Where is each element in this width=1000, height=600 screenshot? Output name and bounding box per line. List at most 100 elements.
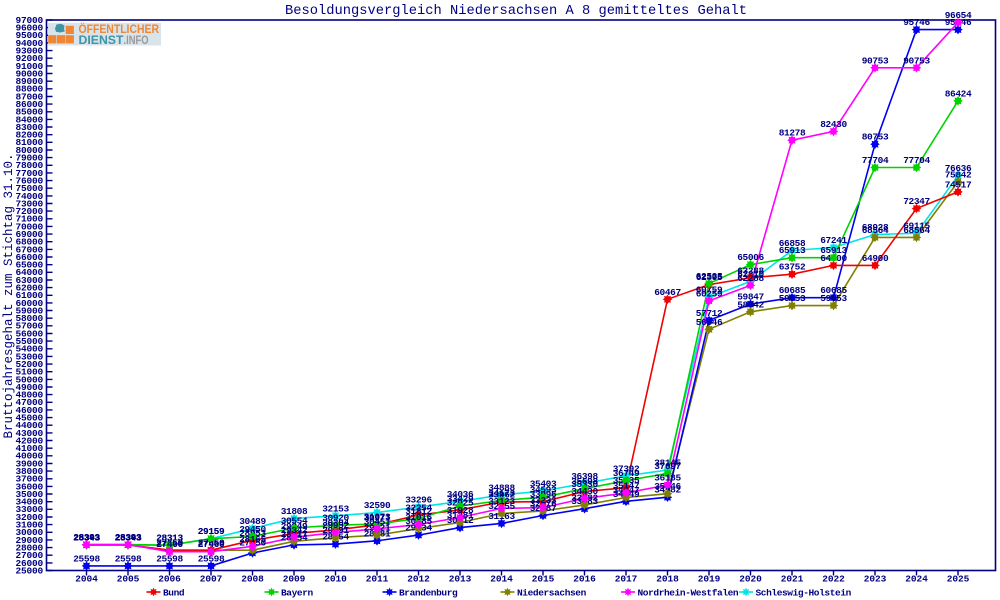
svg-text:96654: 96654: [945, 10, 972, 21]
svg-text:62395: 62395: [696, 272, 723, 283]
svg-text:76000: 76000: [15, 176, 43, 187]
svg-text:36000: 36000: [15, 481, 43, 492]
svg-text:65000: 65000: [15, 260, 43, 271]
svg-text:28165: 28165: [239, 534, 266, 545]
svg-text:34888: 34888: [488, 482, 515, 493]
svg-text:63288: 63288: [737, 265, 764, 276]
svg-text:63000: 63000: [15, 275, 43, 286]
svg-text:2004: 2004: [75, 574, 98, 585]
svg-text:34430: 34430: [571, 486, 598, 497]
svg-text:69000: 69000: [15, 229, 43, 240]
svg-text:Brandenburg: Brandenburg: [399, 588, 458, 599]
svg-text:95746: 95746: [903, 17, 930, 28]
svg-text:33429: 33429: [447, 494, 474, 505]
svg-text:36185: 36185: [654, 473, 681, 484]
svg-text:81278: 81278: [779, 128, 806, 139]
svg-text:2025: 2025: [947, 574, 970, 585]
svg-text:28393: 28393: [115, 532, 142, 543]
svg-text:35698: 35698: [571, 476, 598, 487]
svg-text:52000: 52000: [15, 359, 43, 370]
svg-text:28313: 28313: [156, 533, 183, 544]
svg-text:34036: 34036: [447, 489, 474, 500]
svg-text:25598: 25598: [156, 553, 183, 564]
svg-text:86424: 86424: [945, 88, 972, 99]
svg-text:60467: 60467: [654, 287, 681, 298]
svg-text:2018: 2018: [656, 574, 679, 585]
svg-text:37697: 37697: [654, 461, 681, 472]
svg-text:60685: 60685: [779, 285, 806, 296]
svg-text:53000: 53000: [15, 351, 43, 362]
svg-text:Besoldungsvergleich Niedersach: Besoldungsvergleich Niedersachsen A 8 ge…: [285, 3, 747, 19]
svg-text:62288: 62288: [737, 273, 764, 284]
svg-text:37392: 37392: [613, 463, 640, 474]
svg-text:2020: 2020: [739, 574, 762, 585]
svg-text:32000: 32000: [15, 512, 43, 523]
svg-text:91000: 91000: [15, 61, 43, 72]
svg-text:25598: 25598: [73, 553, 100, 564]
svg-text:77704: 77704: [903, 155, 930, 166]
svg-text:29159: 29159: [198, 526, 225, 537]
svg-text:94000: 94000: [15, 38, 43, 49]
svg-text:66858: 66858: [779, 238, 806, 249]
svg-text:60000: 60000: [15, 298, 43, 309]
svg-text:71000: 71000: [15, 214, 43, 225]
svg-text:34593: 34593: [530, 485, 557, 496]
svg-text:67241: 67241: [820, 235, 847, 246]
svg-text:90753: 90753: [903, 55, 930, 66]
svg-text:2006: 2006: [158, 574, 181, 585]
svg-text:28343: 28343: [115, 532, 142, 543]
svg-text:25598: 25598: [115, 553, 142, 564]
svg-text:75842: 75842: [945, 169, 972, 180]
svg-text:88000: 88000: [15, 84, 43, 95]
svg-text:59847: 59847: [737, 292, 764, 303]
svg-text:82000: 82000: [15, 130, 43, 141]
svg-text:2014: 2014: [490, 574, 513, 585]
svg-text:29952: 29952: [322, 520, 349, 531]
svg-text:44000: 44000: [15, 420, 43, 431]
svg-text:Bruttojahresgehalt zum Stichta: Bruttojahresgehalt zum Stichtag 31.10.: [2, 153, 16, 438]
svg-text:96000: 96000: [15, 23, 43, 34]
svg-text:80753: 80753: [862, 132, 889, 143]
svg-text:68928: 68928: [862, 222, 889, 233]
svg-text:55000: 55000: [15, 336, 43, 347]
svg-text:.INFO: .INFO: [124, 33, 149, 47]
svg-text:42000: 42000: [15, 435, 43, 446]
svg-text:Bund: Bund: [163, 588, 185, 599]
svg-text:60259: 60259: [696, 288, 723, 299]
svg-text:92000: 92000: [15, 53, 43, 64]
svg-text:28343: 28343: [115, 532, 142, 543]
svg-text:60759: 60759: [696, 285, 723, 296]
svg-text:27000: 27000: [15, 550, 43, 561]
svg-text:59000: 59000: [15, 305, 43, 316]
svg-text:84000: 84000: [15, 114, 43, 125]
svg-text:25598: 25598: [198, 553, 225, 564]
svg-text:33233: 33233: [530, 495, 557, 506]
svg-text:30554: 30554: [281, 516, 308, 527]
svg-text:65913: 65913: [820, 245, 847, 256]
svg-text:74517: 74517: [945, 179, 972, 190]
svg-text:36398: 36398: [571, 471, 598, 482]
svg-text:51000: 51000: [15, 367, 43, 378]
svg-text:64000: 64000: [15, 267, 43, 278]
svg-text:47000: 47000: [15, 397, 43, 408]
svg-text:62000: 62000: [15, 283, 43, 294]
svg-text:33123: 33123: [488, 496, 515, 507]
svg-text:90000: 90000: [15, 68, 43, 79]
svg-text:32153: 32153: [322, 503, 349, 514]
svg-text:29159: 29159: [198, 526, 225, 537]
svg-text:63752: 63752: [779, 262, 806, 273]
svg-text:28343: 28343: [73, 532, 100, 543]
svg-text:33962: 33962: [488, 490, 515, 501]
svg-text:35000: 35000: [15, 489, 43, 500]
svg-text:58842: 58842: [737, 299, 764, 310]
svg-text:28393: 28393: [115, 532, 142, 543]
svg-text:2022: 2022: [822, 574, 845, 585]
svg-text:2011: 2011: [366, 574, 389, 585]
svg-text:41000: 41000: [15, 443, 43, 454]
svg-text:30920: 30920: [322, 513, 349, 524]
svg-text:27650: 27650: [198, 538, 225, 549]
svg-text:ÖFFENTLICHER: ÖFFENTLICHER: [79, 21, 160, 36]
svg-text:28313: 28313: [156, 533, 183, 544]
svg-text:74000: 74000: [15, 191, 43, 202]
svg-text:2013: 2013: [449, 574, 472, 585]
